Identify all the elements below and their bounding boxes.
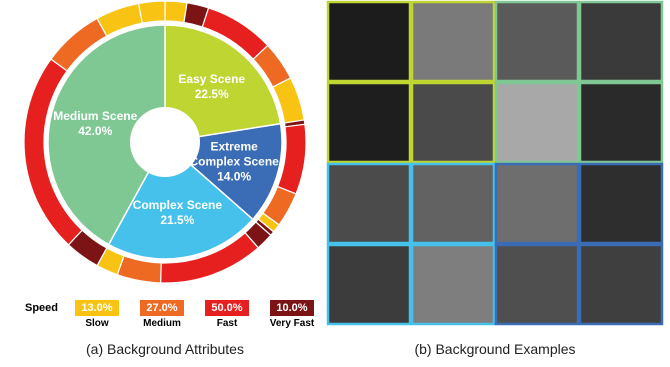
pie-slice bbox=[107, 140, 254, 260]
image-border bbox=[494, 243, 580, 326]
example-image bbox=[329, 165, 409, 242]
image-border bbox=[326, 162, 412, 245]
example-image bbox=[581, 84, 661, 161]
label-text: 21.5% bbox=[160, 212, 195, 227]
example-image bbox=[329, 84, 409, 161]
example-image bbox=[497, 165, 577, 242]
image-border bbox=[578, 0, 664, 83]
example-image bbox=[497, 3, 577, 80]
example-image bbox=[497, 246, 577, 323]
pie-hole bbox=[130, 107, 200, 177]
legend-swatch: 50.0% bbox=[205, 300, 249, 316]
slice-label: Medium Scene 42.0% bbox=[47, 109, 143, 139]
example-image bbox=[413, 246, 493, 323]
ring-segment bbox=[137, 0, 166, 24]
example-image bbox=[329, 246, 409, 323]
example-image bbox=[413, 84, 493, 161]
label-text: Easy Scene bbox=[178, 72, 246, 87]
image-border bbox=[410, 0, 496, 83]
example-image bbox=[581, 165, 661, 242]
legend-title: Speed bbox=[25, 302, 59, 314]
label-text: 14.0% bbox=[217, 169, 252, 184]
image-border bbox=[494, 162, 580, 245]
example-image bbox=[497, 84, 577, 161]
example-image bbox=[581, 3, 661, 80]
example-image bbox=[413, 3, 493, 80]
legend-label: Medium bbox=[143, 318, 181, 329]
image-border bbox=[410, 243, 496, 326]
image-border bbox=[410, 162, 496, 245]
ring-segment bbox=[116, 255, 162, 284]
image-border bbox=[578, 243, 664, 326]
legend-label: Very Fast bbox=[269, 318, 315, 329]
example-image bbox=[581, 246, 661, 323]
label-text: 42.0% bbox=[78, 124, 113, 139]
label-text: Extreme Complex Scene bbox=[189, 139, 279, 169]
legend-swatch: 27.0% bbox=[140, 300, 184, 316]
image-border bbox=[578, 162, 664, 245]
caption: (a) Background Attributes bbox=[86, 341, 244, 357]
image-border bbox=[410, 81, 496, 164]
ring-segment bbox=[164, 0, 188, 24]
legend-swatch: 13.0% bbox=[75, 300, 119, 316]
image-border bbox=[494, 81, 580, 164]
image-border bbox=[326, 243, 412, 326]
image-border bbox=[494, 0, 580, 83]
legend-label: Slow bbox=[85, 318, 109, 329]
example-image bbox=[329, 3, 409, 80]
example-image bbox=[413, 165, 493, 242]
legend-swatch: 10.0% bbox=[270, 300, 314, 316]
label-text: Complex Scene bbox=[132, 197, 223, 212]
pie-slice bbox=[47, 24, 166, 246]
slice-label: Complex Scene 21.5% bbox=[129, 198, 225, 228]
caption: (b) Background Examples bbox=[414, 341, 576, 357]
image-border bbox=[326, 0, 412, 83]
image-border bbox=[578, 81, 664, 164]
pie-slice bbox=[164, 24, 282, 143]
image-border bbox=[326, 81, 412, 164]
label-text: 22.5% bbox=[194, 87, 229, 102]
slice-label: Extreme Complex Scene 14.0% bbox=[186, 140, 282, 185]
slice-label: Easy Scene 22.5% bbox=[164, 72, 260, 102]
label-text: Medium Scene bbox=[53, 109, 138, 124]
legend-label: Fast bbox=[216, 318, 238, 329]
